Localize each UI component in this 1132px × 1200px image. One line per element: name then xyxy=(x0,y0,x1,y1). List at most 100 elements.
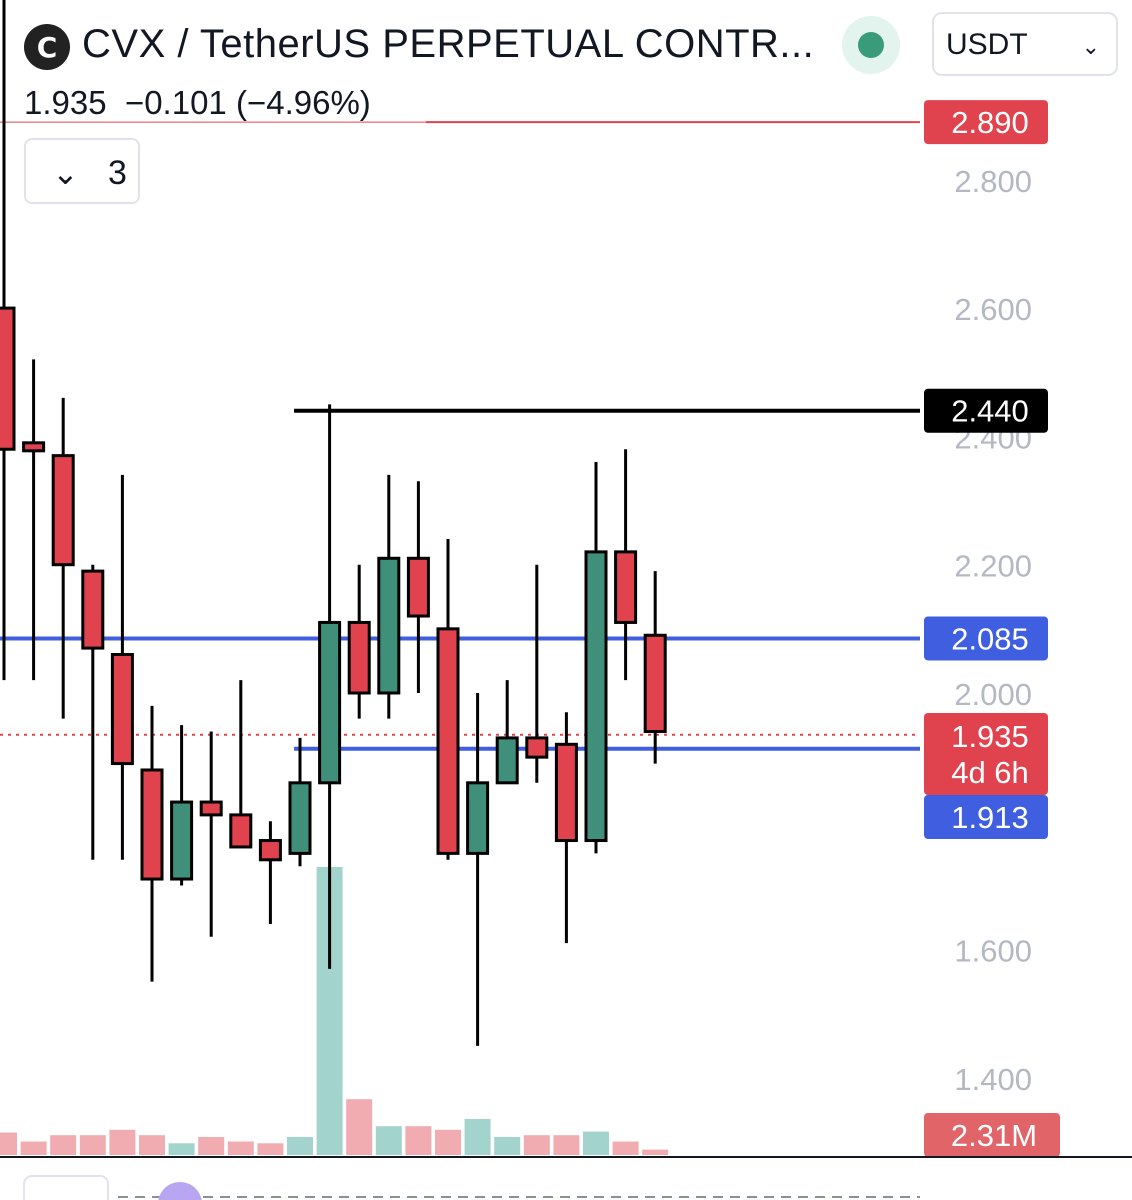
candle xyxy=(81,564,105,860)
volume-bar xyxy=(198,1137,225,1155)
candle-body xyxy=(229,813,253,849)
candle-body xyxy=(318,620,342,785)
price-tick-label: 2.800 xyxy=(954,164,1032,199)
candle-body xyxy=(436,627,460,855)
volume-bar xyxy=(583,1131,609,1155)
candle xyxy=(495,680,519,785)
candle xyxy=(406,481,430,693)
candle xyxy=(614,449,638,681)
chart-header: C CVX / TetherUS PERPETUAL CONTR... USDT… xyxy=(0,0,1132,92)
price-tag-2890: 2.890 xyxy=(924,100,1048,145)
candle xyxy=(347,564,371,719)
price-tag-2890-bg xyxy=(924,100,1048,145)
price-tag-1913: 1.913 xyxy=(924,795,1048,839)
volume-bars xyxy=(0,867,669,1155)
candle xyxy=(318,404,342,969)
candle xyxy=(0,0,16,681)
volume-bar xyxy=(523,1135,550,1155)
volume-bar xyxy=(553,1135,580,1155)
candle-body xyxy=(584,550,608,843)
volume-bar xyxy=(227,1141,254,1155)
price-tick-label: 1.600 xyxy=(954,934,1032,969)
price-tag-2085: 2.085 xyxy=(924,616,1048,661)
candle xyxy=(288,737,312,867)
chevron-down-icon: ⌄ xyxy=(1081,34,1100,59)
candle xyxy=(22,359,46,681)
price-tag-1913-bg xyxy=(924,795,1048,839)
indicator-count: 3 xyxy=(108,154,127,192)
candle-body xyxy=(525,736,549,759)
price-tag-2890-text: 2.890 xyxy=(951,105,1029,140)
candle xyxy=(584,462,608,854)
candle-body xyxy=(614,550,638,624)
candle-body xyxy=(81,569,105,650)
volume-bar xyxy=(464,1119,491,1155)
candle-body xyxy=(140,768,164,881)
market-status-icon[interactable] xyxy=(842,16,900,74)
price-change-percent: (−4.96%) xyxy=(235,84,371,121)
volume-bar xyxy=(0,1132,17,1155)
volume-tag-text: 2.31M xyxy=(951,1118,1037,1153)
volume-bar xyxy=(20,1141,47,1155)
volume-tag-bg xyxy=(924,1113,1060,1157)
indicators-toggle-button[interactable]: ⌄ 3 xyxy=(24,138,140,204)
quote-line: 1.935 −0.101 (−4.96%) xyxy=(24,84,371,122)
price-tag-2440-text: 2.440 xyxy=(951,394,1029,429)
volume-bar xyxy=(375,1126,402,1155)
price-tick-label: 1.400 xyxy=(954,1062,1032,1097)
candle-body xyxy=(466,781,490,855)
last-price-tag-text: 1.935 xyxy=(951,719,1029,754)
candle-body xyxy=(0,306,16,451)
candle-body xyxy=(377,556,401,695)
candle xyxy=(643,571,667,764)
candle xyxy=(525,564,549,783)
volume-bar xyxy=(346,1099,373,1155)
volume-bar xyxy=(50,1135,77,1155)
price-tick-label: 2.200 xyxy=(954,549,1032,584)
candle-body xyxy=(495,736,519,785)
candle xyxy=(51,397,75,719)
currency-select[interactable]: USDT ⌄ xyxy=(932,12,1118,76)
countdown-text: 4d 6h xyxy=(951,755,1029,790)
replay-icon[interactable] xyxy=(158,1182,202,1200)
candle xyxy=(199,731,223,937)
last-price: 1.935 xyxy=(24,84,107,121)
candle xyxy=(258,821,282,924)
horizontal-levels[interactable] xyxy=(0,121,920,751)
volume-tag: 2.31M xyxy=(924,1113,1060,1157)
candle xyxy=(466,693,490,1046)
candle xyxy=(110,474,134,860)
symbol-title[interactable]: CVX / TetherUS PERPETUAL CONTR... xyxy=(82,22,815,66)
last-price-tag-bg xyxy=(924,713,1048,795)
price-tag-2085-bg xyxy=(924,616,1048,661)
volume-bar xyxy=(257,1143,284,1155)
volume-bar xyxy=(405,1126,432,1155)
candle-body xyxy=(22,441,46,453)
time-scale-button[interactable] xyxy=(23,1175,109,1200)
volume-bar xyxy=(642,1149,669,1155)
cvx-logo-icon: C xyxy=(24,24,70,70)
price-tick-label: 2.000 xyxy=(954,677,1032,712)
price-tag-2440: 2.440 xyxy=(924,388,1048,433)
price-tag-1913-text: 1.913 xyxy=(951,800,1029,835)
volume-bar xyxy=(79,1135,106,1155)
volume-bar xyxy=(109,1129,136,1155)
candle-body xyxy=(347,620,371,695)
candle-body xyxy=(51,454,75,567)
candle-body xyxy=(554,742,578,843)
chevron-down-icon: ⌄ xyxy=(52,155,79,191)
currency-value: USDT xyxy=(946,28,1028,61)
candle-body xyxy=(199,800,223,817)
volume-bar xyxy=(168,1143,195,1155)
price-tag-2440-bg xyxy=(924,388,1048,433)
price-change: −0.101 xyxy=(124,84,227,121)
price-tag-2085-text: 2.085 xyxy=(951,621,1029,656)
candle xyxy=(229,680,253,849)
market-open-dot xyxy=(858,32,884,58)
candle-body xyxy=(288,781,312,855)
volume-bar xyxy=(287,1137,313,1155)
